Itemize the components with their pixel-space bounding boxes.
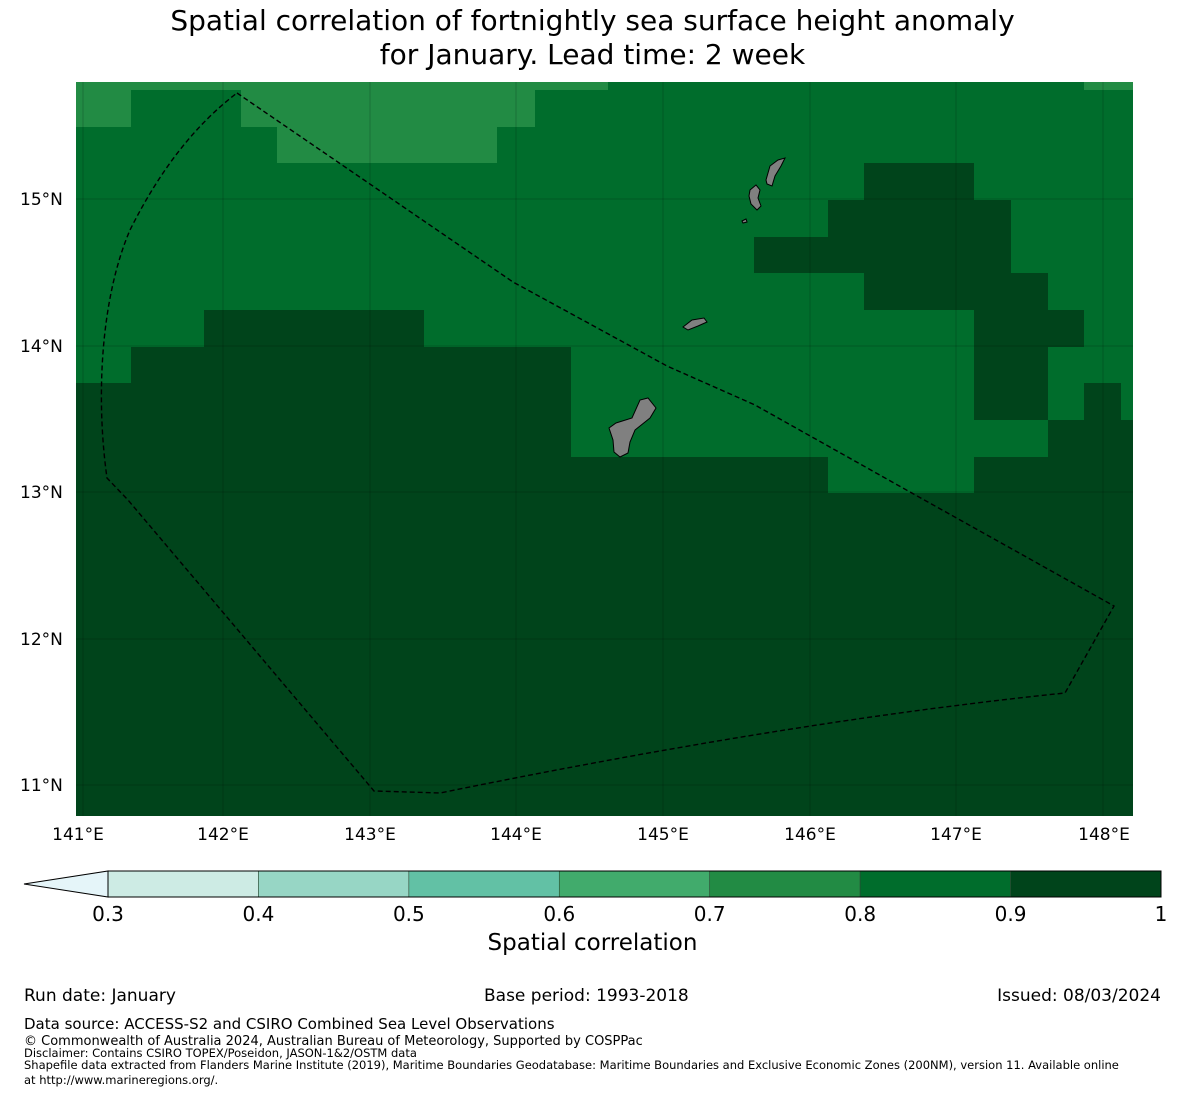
field-region-10 — [76, 163, 1133, 816]
shapefile-credit-line-2: at http://www.marineregions.org/. — [24, 1073, 219, 1087]
disclaimer: Disclaimer: Contains CSIRO TOPEX/Poseido… — [24, 1046, 417, 1060]
colorbar-segment — [1010, 870, 1162, 898]
field-region-08 — [76, 82, 1133, 163]
data-source: Data source: ACCESS-S2 and CSIRO Combine… — [24, 1015, 555, 1033]
colorbar-label: Spatial correlation — [487, 930, 698, 956]
lat-tick-15n: 15°N — [20, 190, 63, 210]
tinian-island — [748, 184, 762, 211]
colorbar-extend-arrow — [23, 870, 109, 898]
aguijan-island — [741, 218, 748, 224]
colorbar-tick-label: 0.3 — [92, 902, 124, 926]
islands — [608, 157, 786, 458]
title-line-2: for January. Lead time: 2 week — [379, 38, 806, 71]
saipan-island — [765, 157, 786, 187]
colorbar-tick-label: 0.8 — [844, 902, 876, 926]
issued-date: Issued: 08/03/2024 — [997, 986, 1161, 1006]
lon-tick-144e: 144°E — [490, 825, 542, 845]
colorbar-tick-label: 1 — [1155, 902, 1168, 926]
lat-tick-11n: 11°N — [20, 776, 63, 796]
colorbar-segment — [709, 870, 861, 898]
colorbar-tick-label: 0.6 — [543, 902, 575, 926]
guam-island — [608, 397, 657, 458]
lon-tick-labels: 141°E 142°E 143°E 144°E 145°E 146°E 147°… — [52, 825, 1130, 845]
lon-tick-143e: 143°E — [344, 825, 396, 845]
lon-tick-148e: 148°E — [1078, 825, 1130, 845]
lat-tick-13n: 13°N — [20, 483, 63, 503]
lat-tick-14n: 14°N — [20, 337, 63, 357]
base-period: Base period: 1993-2018 — [484, 986, 689, 1006]
lat-tick-labels: 15°N 14°N 13°N 12°N 11°N — [20, 190, 63, 796]
colorbar-tick-label: 0.7 — [694, 902, 726, 926]
eez-boundary — [100, 92, 1115, 794]
map-panel[interactable] — [76, 82, 1133, 816]
colorbar-tick-label: 0.4 — [243, 902, 275, 926]
colorbar-tick-labels: 0.3 0.4 0.5 0.6 0.7 0.8 0.9 1 — [92, 902, 1167, 926]
colorbar-segment — [558, 870, 711, 898]
gridlines — [76, 82, 1133, 816]
colorbar-segment — [107, 870, 259, 898]
colorbar-segment — [408, 870, 560, 898]
lat-tick-12n: 12°N — [20, 630, 63, 650]
rota-island — [682, 317, 708, 331]
shapefile-credit-line-1: Shapefile data extracted from Flanders M… — [24, 1058, 1119, 1072]
colorbar: 0.3 0.4 0.5 0.6 0.7 0.8 0.9 1 — [23, 870, 1167, 926]
lon-tick-141e: 141°E — [52, 825, 104, 845]
chart-title: Spatial correlation of fortnightly sea s… — [0, 4, 1185, 72]
run-date: Run date: January — [24, 986, 176, 1006]
title-line-1: Spatial correlation of fortnightly sea s… — [170, 4, 1015, 37]
colorbar-tick-label: 0.9 — [995, 902, 1027, 926]
colorbar-tick-label: 0.5 — [393, 902, 425, 926]
copyright: © Commonwealth of Australia 2024, Austra… — [24, 1034, 643, 1049]
colorbar-segment — [859, 870, 1011, 898]
lon-tick-147e: 147°E — [930, 825, 982, 845]
colorbar-segment — [258, 870, 410, 898]
lon-tick-146e: 146°E — [784, 825, 836, 845]
colorbar-segments — [107, 870, 1162, 898]
lon-tick-145e: 145°E — [637, 825, 689, 845]
colorbar-outline — [107, 870, 1162, 898]
lon-tick-142e: 142°E — [197, 825, 249, 845]
